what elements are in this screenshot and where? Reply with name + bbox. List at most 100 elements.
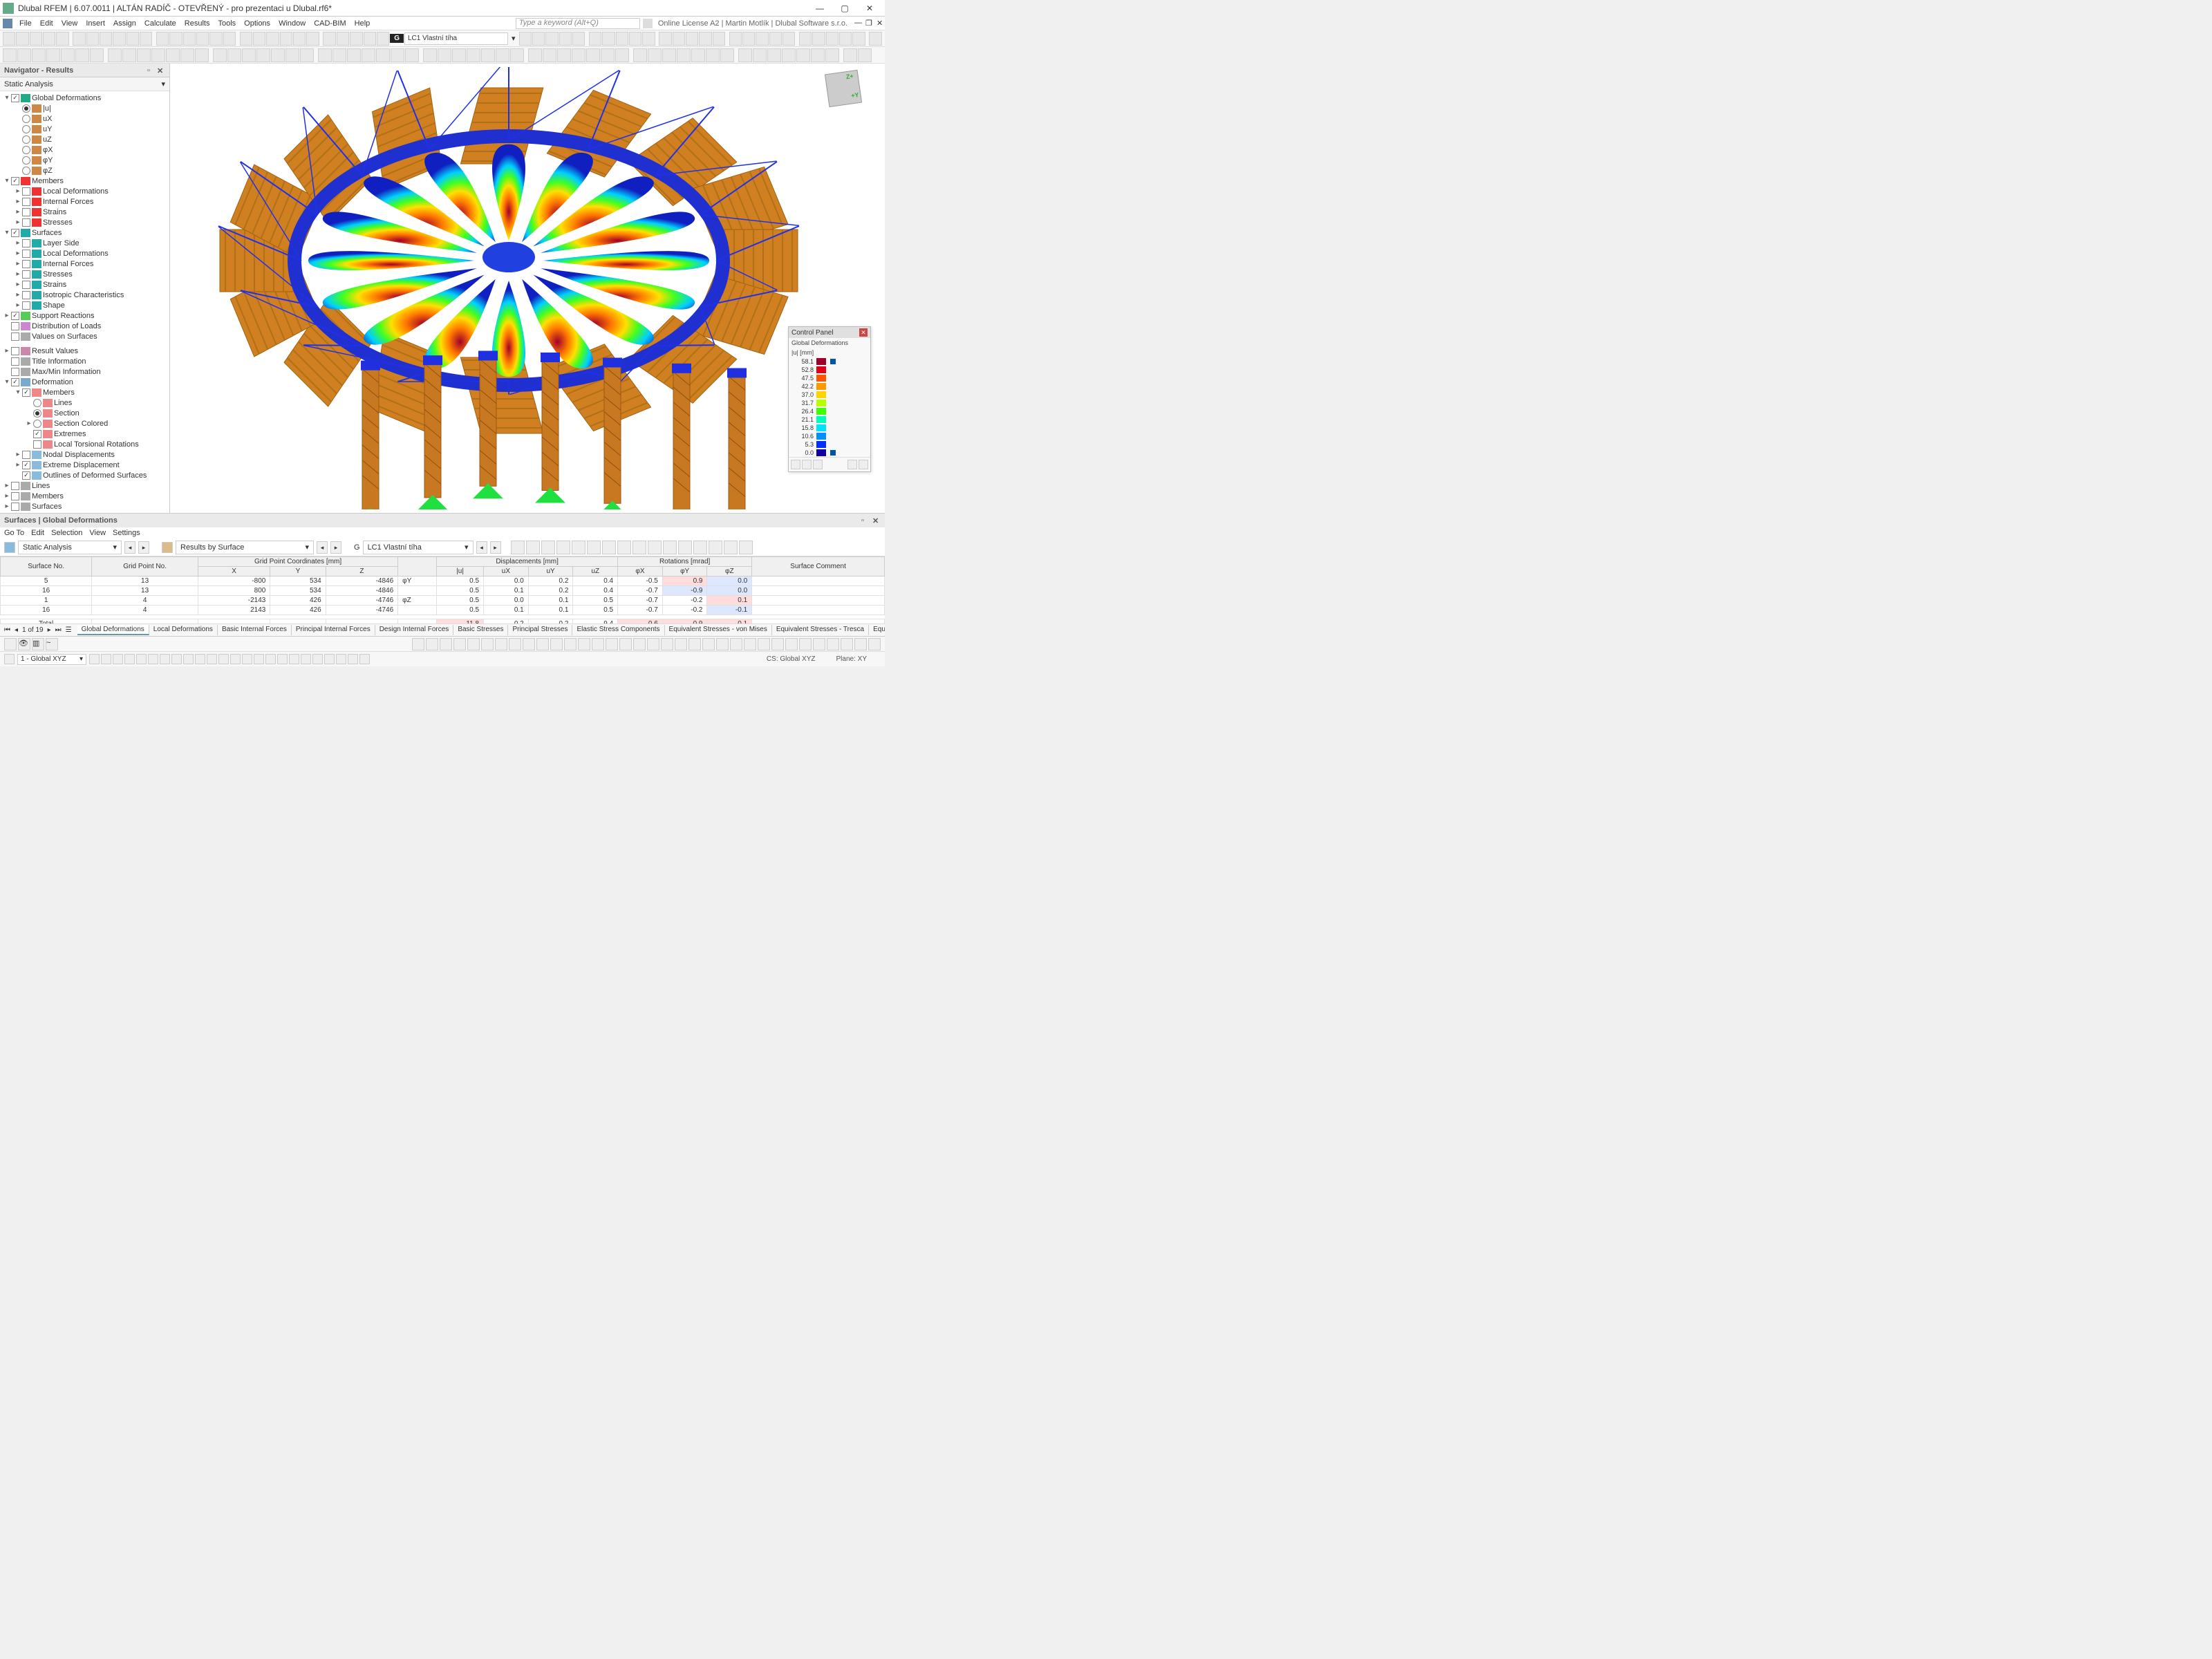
toolbar2-btn-23[interactable] [347,48,361,62]
toolbar2-btn-50[interactable] [753,48,767,62]
bottom-tool-19[interactable] [675,638,687,650]
bottom2-tool-15[interactable] [265,654,276,664]
bottom-tool-6[interactable] [495,638,507,650]
bottom-tool-14[interactable] [606,638,618,650]
toolbar-btn-r13[interactable] [699,32,711,46]
legend-opt-1-icon[interactable] [791,460,800,469]
bottom2-tool-0[interactable] [89,654,100,664]
checkbox[interactable] [33,440,41,449]
results-tool-14[interactable] [724,541,738,554]
expand-icon[interactable]: ▸ [14,218,22,226]
toolbar2-btn-34[interactable] [510,48,524,62]
toolbar2-btn-10[interactable] [151,48,165,62]
bottom-tool-22[interactable] [716,638,729,650]
last-page-button[interactable]: ⏭ [54,626,63,634]
toolbar2-btn-56[interactable] [843,48,857,62]
results-tab[interactable]: Principal Internal Forces [292,625,375,635]
expand-icon[interactable]: ▸ [14,461,22,469]
expand-icon[interactable]: ▸ [25,420,33,427]
results-tool-13[interactable] [709,541,722,554]
checkbox[interactable] [22,198,30,206]
tree-item[interactable]: ▾Members [0,176,169,186]
tree-item[interactable]: ▸Local Deformations [0,248,169,259]
radio[interactable] [22,156,30,165]
bottom2-tool-9[interactable] [195,654,205,664]
bottom-tool-26[interactable] [771,638,784,650]
toolbar2-btn-19[interactable] [285,48,299,62]
nav-data-icon[interactable] [4,638,17,650]
checkbox[interactable] [11,513,19,514]
toolbar-btn-24[interactable] [337,32,349,46]
toolbar-btn-r8[interactable] [629,32,641,46]
checkbox[interactable] [22,388,30,397]
tree-item[interactable]: φX [0,144,169,155]
toolbar2-btn-6[interactable] [90,48,104,62]
toolbar2-btn-28[interactable] [423,48,437,62]
toolbar-btn-r22[interactable] [826,32,838,46]
results-tab[interactable]: Elastic Stress Components [572,625,664,635]
toolbar-btn-10[interactable] [140,32,152,46]
menu-results[interactable]: Results [180,19,214,28]
checkbox[interactable] [11,177,19,185]
toolbar2-btn-17[interactable] [256,48,270,62]
results-tool-5[interactable] [587,541,601,554]
checkbox[interactable] [11,312,19,320]
window-minimize-icon[interactable]: — [850,19,860,28]
toolbar2-btn-53[interactable] [796,48,810,62]
nav-results-icon[interactable]: ▥ [32,638,44,650]
results-tool-8[interactable] [632,541,646,554]
bottom-tool-29[interactable] [813,638,825,650]
results-tool-6[interactable] [602,541,616,554]
results-tool-9[interactable] [648,541,662,554]
expand-icon[interactable]: ▸ [14,239,22,247]
expand-icon[interactable]: ▸ [3,347,11,355]
control-panel[interactable]: Control Panel ✕ Global Deformations |u| … [788,326,871,472]
checkbox[interactable] [11,357,19,366]
checkbox[interactable] [22,461,30,469]
checkbox[interactable] [11,503,19,511]
toolbar2-btn-16[interactable] [242,48,256,62]
tree-item[interactable]: ▸Result Values [0,346,169,356]
toolbar2-btn-2[interactable] [32,48,46,62]
bottom-tool-2[interactable] [440,638,452,650]
lc-combo[interactable]: LC1 Vlastní tíha [404,32,508,45]
expand-icon[interactable]: ▸ [3,503,11,510]
toolbar2-btn-25[interactable] [376,48,390,62]
results-table[interactable]: Surface No.Grid Point No.Grid Point Coor… [0,556,885,624]
checkbox[interactable] [11,492,19,500]
tree-item[interactable]: uY [0,124,169,134]
radio[interactable] [33,399,41,407]
toolbar2-btn-15[interactable] [227,48,241,62]
page-list-icon[interactable]: ☰ [64,626,73,634]
bottom-tool-3[interactable] [453,638,466,650]
results-menu-edit[interactable]: Edit [31,529,44,537]
checkbox[interactable] [22,187,30,196]
toolbar-btn-r10[interactable] [659,32,671,46]
results-tab[interactable]: Basic Internal Forces [218,625,292,635]
bottom-tool-0[interactable] [412,638,424,650]
checkbox[interactable] [11,378,19,386]
results-tab[interactable]: Design Internal Forces [375,625,454,635]
bottom-tool-30[interactable] [827,638,839,650]
checkbox[interactable] [33,430,41,438]
toolbar2-btn-52[interactable] [782,48,796,62]
menu-cad-bim[interactable]: CAD-BIM [310,19,350,28]
toolbar2-btn-57[interactable] [858,48,872,62]
pin-icon[interactable]: ▫ [147,66,156,75]
tree-item[interactable]: |u| [0,103,169,113]
expand-icon[interactable]: ▸ [3,312,11,319]
tree-item[interactable]: ▸Lines [0,480,169,491]
expand-icon[interactable]: ▸ [14,281,22,288]
tree-item[interactable]: ▾Deformation [0,377,169,387]
toolbar-btn-r6[interactable] [602,32,615,46]
radio[interactable] [22,135,30,144]
tree-item[interactable]: ▾Global Deformations [0,93,169,103]
results-menu-view[interactable]: View [89,529,106,537]
tree-item[interactable]: ▸Shape [0,300,169,310]
toolbar2-btn-35[interactable] [528,48,542,62]
bottom-tool-4[interactable] [467,638,480,650]
tree-item[interactable]: ▸Strains [0,207,169,217]
bottom-tool-9[interactable] [536,638,549,650]
toolbar2-btn-37[interactable] [557,48,571,62]
toolbar2-btn-45[interactable] [677,48,691,62]
